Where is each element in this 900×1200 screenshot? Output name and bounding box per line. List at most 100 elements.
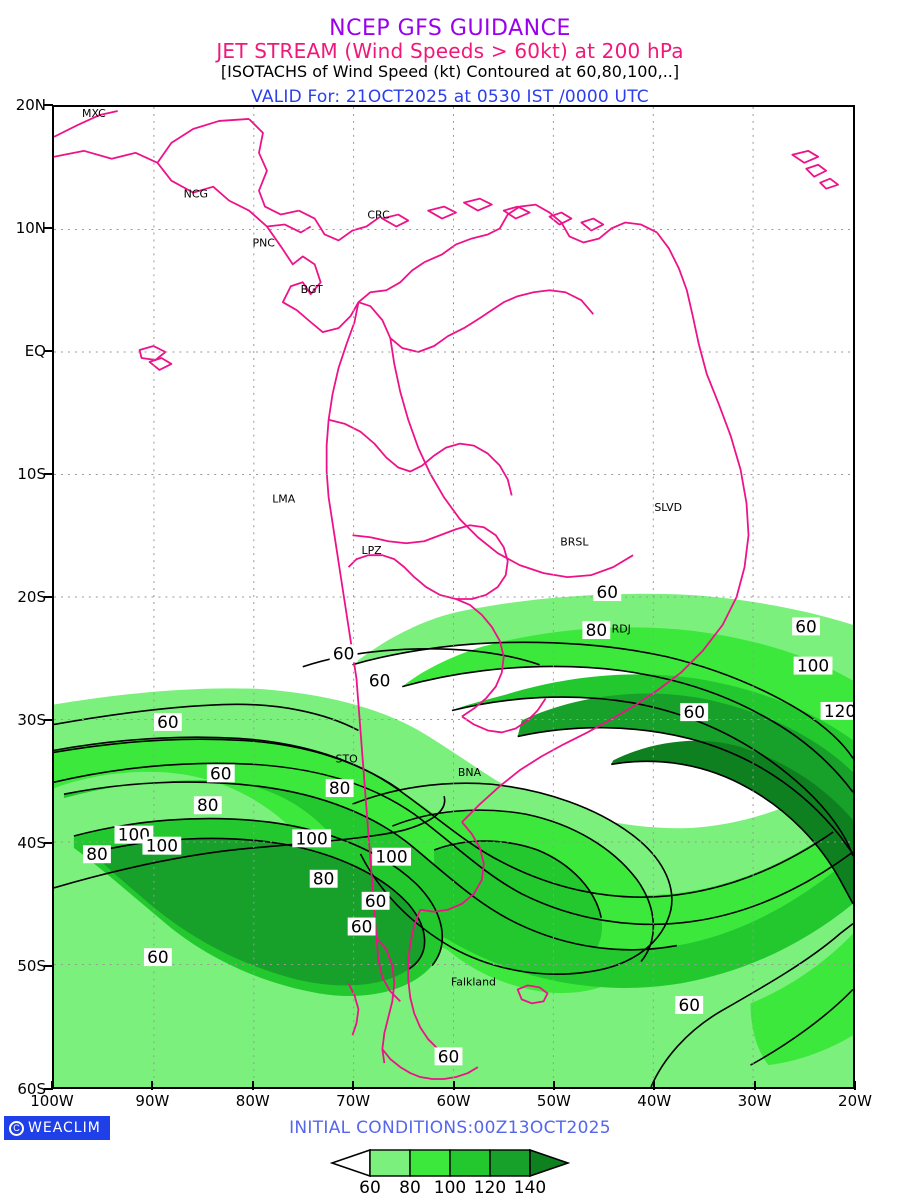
latitude-tick-label: EQ bbox=[24, 342, 46, 360]
contour-label: 60 bbox=[365, 891, 387, 911]
city-label-sto: STO bbox=[336, 752, 358, 765]
latitude-tick-label: 10N bbox=[15, 219, 46, 237]
latitude-tick-label: 50S bbox=[17, 957, 46, 975]
contour-label: 100 bbox=[296, 828, 328, 848]
contour-label: 60 bbox=[369, 670, 391, 690]
copyright-icon: C bbox=[9, 1120, 24, 1136]
longitude-tick-mark bbox=[552, 1081, 555, 1090]
longitude-tick-mark bbox=[51, 1081, 53, 1090]
contour-label: 60 bbox=[597, 582, 619, 602]
contour-label-bg bbox=[372, 847, 411, 866]
longitude-tick-label: 30W bbox=[737, 1092, 772, 1110]
contour-label: 60 bbox=[157, 712, 179, 732]
colorbar-swatches bbox=[330, 1148, 570, 1178]
contour-label: 80 bbox=[197, 795, 219, 815]
city-label-crc: CRC bbox=[367, 208, 390, 221]
contour-label: 60 bbox=[678, 995, 700, 1015]
contour-label-bg bbox=[593, 583, 622, 602]
longitude-tick-mark bbox=[352, 1081, 355, 1090]
contour-label-bg bbox=[206, 764, 235, 783]
city-label-lpz: LPZ bbox=[362, 544, 382, 557]
longitude-tick-label: 20W bbox=[838, 1092, 872, 1110]
latitude-tick-label: 10S bbox=[17, 465, 46, 483]
contour-label-bg bbox=[193, 796, 222, 815]
subtitle-isotachs: [ISOTACHS of Wind Speed (kt) Contoured a… bbox=[220, 62, 680, 81]
contour-label-bg bbox=[329, 644, 358, 663]
latitude-tick-mark bbox=[44, 719, 53, 721]
contour-label: 100 bbox=[375, 847, 407, 867]
longitude-tick-label: 90W bbox=[135, 1092, 170, 1110]
contour-label-bg bbox=[675, 995, 704, 1014]
contour-label: 80 bbox=[329, 778, 351, 798]
contour-label: 80 bbox=[313, 869, 335, 889]
longitude-tick-label: 70W bbox=[336, 1092, 371, 1110]
colorbar-tick-label: 80 bbox=[399, 1178, 421, 1198]
colorbar-tick-label: 100 bbox=[433, 1178, 467, 1198]
city-label-slvd: SLVD bbox=[654, 501, 682, 514]
contour-label-bg bbox=[820, 701, 853, 720]
contour-label: 60 bbox=[147, 947, 169, 967]
city-label-rdj: RDJ bbox=[612, 623, 631, 636]
contour-label-bg bbox=[83, 845, 111, 864]
latitude-tick-mark bbox=[44, 842, 53, 844]
city-label-pnc: PNC bbox=[253, 237, 276, 250]
latitude-tick-label: 20N bbox=[15, 96, 46, 114]
latitude-tick-mark bbox=[44, 104, 53, 106]
latitude-tick-label: 20S bbox=[17, 588, 46, 606]
contour-label-bg bbox=[292, 829, 332, 848]
longitude-tick-label: 80W bbox=[235, 1092, 270, 1110]
colorbar-cell bbox=[409, 1149, 451, 1177]
colorbar-left-arrow bbox=[330, 1148, 371, 1178]
contour-label-bg bbox=[142, 836, 182, 855]
contour-label: 60 bbox=[683, 702, 705, 722]
longitude-tick-label: 60W bbox=[436, 1092, 471, 1110]
latitude-tick-mark bbox=[44, 350, 53, 352]
map-gridlines bbox=[54, 107, 853, 1087]
city-name-labels: MXC NCG CRC PNC BGT LMA LPZ BRSL SLVD RDJ STO BNA Fa… bbox=[82, 107, 682, 988]
colorbar: 60 80 100 120 140 bbox=[0, 1148, 900, 1198]
subtitle-jet-stream: JET STREAM (Wind Speeds > 60kt) at 200 h… bbox=[216, 39, 684, 63]
colorbar-cell bbox=[449, 1149, 491, 1177]
longitude-tick-mark bbox=[653, 1081, 656, 1090]
contour-label-bg bbox=[793, 656, 833, 675]
longitude-tick-label: 100W bbox=[30, 1092, 74, 1110]
contour-label: 80 bbox=[586, 620, 608, 640]
longitude-tick-mark bbox=[452, 1081, 455, 1090]
latitude-tick-label: 40S bbox=[17, 834, 46, 852]
colorbar-tick-label: 120 bbox=[473, 1178, 507, 1198]
contour-label-bg bbox=[143, 948, 172, 967]
latitude-tick-mark bbox=[44, 227, 53, 229]
latitude-tick-label: 60S bbox=[17, 1080, 46, 1098]
page-title: NCEP GFS GUIDANCE bbox=[329, 16, 571, 41]
city-label-falkland: Falkland bbox=[451, 975, 496, 988]
contour-label-bg bbox=[434, 1047, 463, 1066]
colorbar-cell bbox=[489, 1149, 531, 1177]
contour-label: 80 bbox=[86, 844, 108, 864]
valid-time-label: VALID For: 21OCT2025 at 0530 IST /0000 U… bbox=[251, 87, 649, 107]
contour-label-bg bbox=[582, 621, 611, 640]
longitude-tick-mark bbox=[151, 1081, 154, 1090]
contour-label: 60 bbox=[210, 763, 232, 783]
latitude-tick-mark bbox=[44, 596, 53, 598]
contour-label-bg bbox=[361, 891, 390, 910]
longitude-tick-label: 50W bbox=[536, 1092, 571, 1110]
longitude-tick-label: 40W bbox=[637, 1092, 672, 1110]
contour-label-bg bbox=[153, 712, 182, 731]
contour-label: 60 bbox=[333, 643, 355, 663]
latitude-tick-mark bbox=[44, 965, 53, 967]
city-label-bna: BNA bbox=[458, 766, 482, 779]
longitude-tick-mark bbox=[753, 1081, 756, 1090]
latitude-tick-mark bbox=[44, 1088, 53, 1090]
city-label-lma: LMA bbox=[272, 493, 296, 506]
contour-label: 60 bbox=[351, 916, 373, 936]
contour-label-bg bbox=[365, 671, 394, 690]
contour-label-bg bbox=[309, 869, 338, 888]
city-label-bgt: BGT bbox=[301, 283, 323, 296]
contour-label-bg bbox=[792, 617, 820, 636]
city-label-mxc: MXC bbox=[82, 107, 106, 120]
colorbar-right-arrow bbox=[529, 1148, 570, 1178]
colorbar-tick-label: 60 bbox=[359, 1178, 381, 1198]
